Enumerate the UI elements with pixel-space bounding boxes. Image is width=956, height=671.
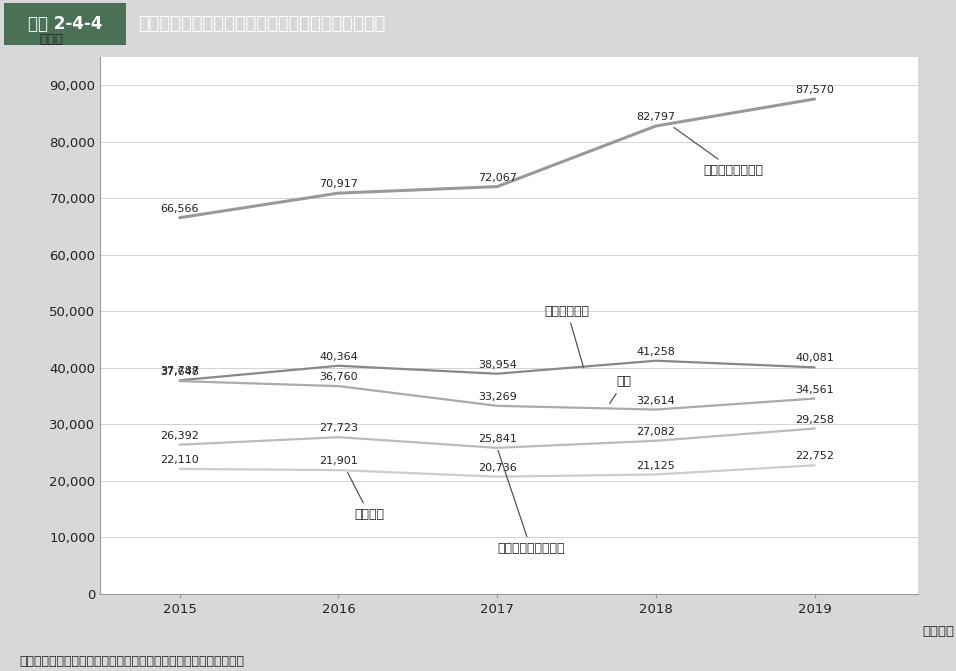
Text: 退職勧奨: 退職勧奨: [348, 472, 384, 521]
Text: 40,364: 40,364: [319, 352, 358, 362]
Text: （件）: （件）: [39, 34, 63, 46]
Text: 資料：厚生労働省「令和元年度個別労働紛争解決制度の施行状況」: 資料：厚生労働省「令和元年度個別労働紛争解決制度の施行状況」: [19, 655, 244, 668]
Text: 32,614: 32,614: [637, 396, 675, 405]
Text: 27,723: 27,723: [319, 423, 358, 433]
Text: 27,082: 27,082: [637, 427, 675, 437]
Text: 36,760: 36,760: [319, 372, 358, 382]
Text: 解雇: 解雇: [610, 376, 631, 403]
Text: 33,269: 33,269: [478, 392, 516, 402]
Text: 20,736: 20,736: [478, 463, 516, 472]
Text: 37,648: 37,648: [161, 367, 199, 377]
Text: 37,787: 37,787: [161, 366, 199, 376]
Text: 41,258: 41,258: [637, 347, 675, 357]
Text: （年度）: （年度）: [923, 625, 954, 638]
Text: 22,752: 22,752: [795, 452, 834, 462]
Text: 29,258: 29,258: [795, 415, 834, 425]
FancyBboxPatch shape: [4, 3, 126, 46]
Text: 70,917: 70,917: [319, 179, 358, 189]
Text: 22,110: 22,110: [161, 455, 199, 465]
Text: いじめ・嫌がらせ: いじめ・嫌がらせ: [674, 127, 764, 176]
Text: 40,081: 40,081: [795, 354, 834, 364]
Text: 34,561: 34,561: [795, 384, 834, 395]
Text: 労働条件の引き下げ: 労働条件の引き下げ: [497, 450, 565, 555]
Text: 26,392: 26,392: [161, 431, 199, 441]
Text: 82,797: 82,797: [637, 112, 676, 122]
Text: 自己都合退職: 自己都合退職: [545, 305, 590, 368]
Text: 民事上の個別労働紛争の主な相談内容の件数の推移: 民事上の個別労働紛争の主な相談内容の件数の推移: [138, 15, 385, 33]
Text: 21,901: 21,901: [319, 456, 358, 466]
Text: 25,841: 25,841: [478, 434, 516, 444]
Text: 38,954: 38,954: [478, 360, 516, 370]
Text: 87,570: 87,570: [795, 85, 834, 95]
Text: 図表 2-4-4: 図表 2-4-4: [28, 15, 102, 33]
Text: 21,125: 21,125: [637, 460, 675, 470]
Text: 66,566: 66,566: [161, 204, 199, 214]
Text: 72,067: 72,067: [478, 172, 516, 183]
